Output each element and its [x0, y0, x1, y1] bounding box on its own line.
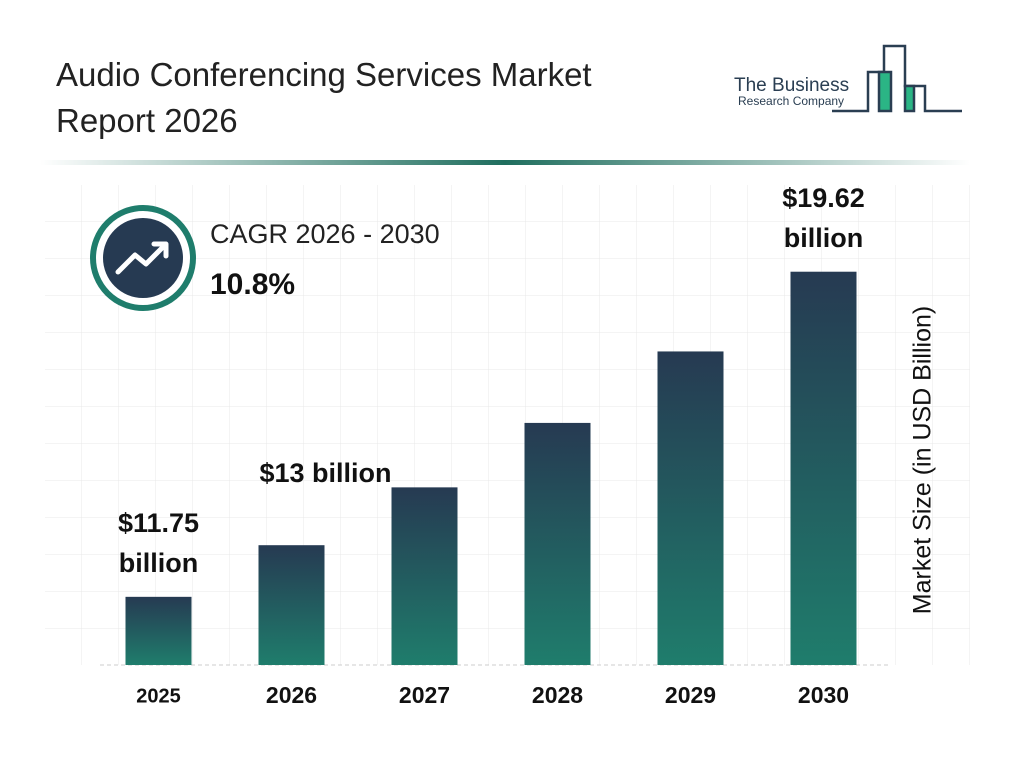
logo-subname: Research Company [738, 94, 844, 108]
value-label: $11.75 billion [117, 507, 200, 578]
x-tick-label: 2025 [136, 685, 181, 707]
y-axis-label: Market Size (in USD Billion) [909, 306, 937, 614]
x-tick-label: 2029 [665, 682, 716, 708]
x-tick-label: 2027 [399, 682, 450, 708]
bar [391, 487, 458, 665]
logo-name: The Business [734, 75, 849, 96]
bar [258, 545, 325, 665]
trend-icon [115, 241, 169, 275]
value-label: $19.62 billion [782, 182, 865, 253]
bar [524, 422, 591, 665]
cagr-label: CAGR 2026 - 2030 [210, 219, 440, 249]
header-rule [40, 160, 970, 165]
bar [657, 351, 724, 665]
x-tick-label: 2026 [266, 682, 317, 708]
chart-title: Audio Conferencing Services Market Repor… [56, 56, 592, 139]
x-tick-label: 2028 [532, 682, 583, 708]
value-label: $13 billion [259, 458, 392, 489]
x-tick-label: 2030 [798, 682, 849, 708]
bar [790, 271, 857, 665]
logo [832, 44, 962, 113]
cagr-value: 10.8% [210, 268, 295, 301]
cagr-badge-inner [103, 218, 183, 298]
bar [125, 596, 192, 665]
